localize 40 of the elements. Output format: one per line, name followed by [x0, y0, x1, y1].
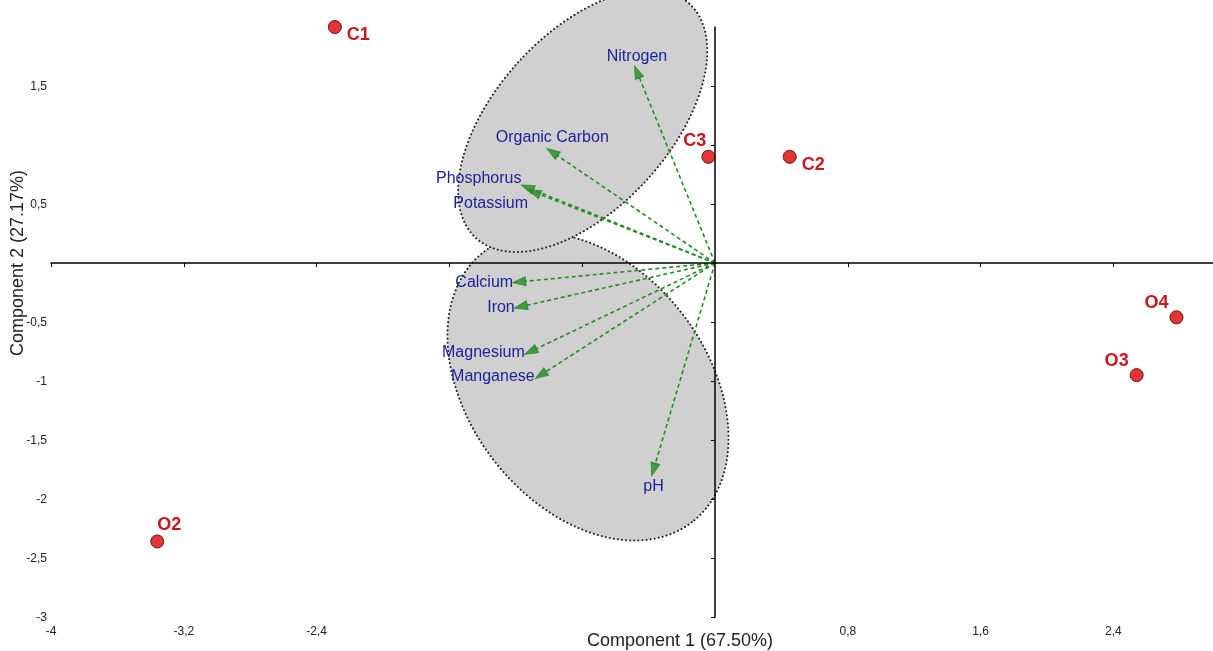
y-tick-label: 0,5 [30, 197, 48, 211]
y-tick-label: -2,5 [26, 551, 48, 565]
x-tick-label: 0,8 [839, 624, 857, 638]
x-tick-label: -2,4 [306, 624, 328, 638]
annotation: O3 [1104, 350, 1129, 371]
annotation: Organic Carbon [495, 127, 609, 145]
annotation: Iron [487, 298, 515, 316]
annotation: Phosphorus [436, 168, 522, 186]
annotation: O4 [1144, 292, 1169, 313]
x-tick-label: 2,4 [1105, 624, 1123, 638]
y-axis-title: Component 2 (27.17%) [7, 169, 27, 357]
point [782, 149, 797, 164]
point [1169, 310, 1184, 325]
y-tick-label: -1 [36, 374, 48, 388]
annotation: Calcium [455, 273, 514, 291]
annotation: Magnesium [442, 343, 525, 360]
point [546, 147, 561, 160]
annotation: Nitrogen [606, 47, 668, 65]
point [150, 534, 165, 549]
point [701, 149, 716, 164]
point [1129, 368, 1144, 383]
point [512, 276, 527, 287]
y-tick-label: 1,5 [30, 79, 48, 93]
x-tick-label: 1,6 [972, 624, 990, 638]
y-tick-label: -2 [36, 492, 48, 506]
annotation: O2 [157, 514, 182, 535]
point [534, 367, 550, 380]
annotation: Manganese [451, 366, 535, 384]
annotation: C3 [683, 129, 707, 150]
x-axis-title: Component 1 (67.50%) [586, 630, 774, 650]
annotation: C2 [801, 153, 825, 174]
annotation: Potassium [453, 193, 529, 211]
x-tick-label: -4 [45, 624, 57, 638]
y-tick-label: -1,5 [26, 433, 48, 447]
annotation: pH [643, 477, 664, 494]
annotation: C1 [346, 24, 370, 44]
point [327, 20, 342, 34]
y-tick-label: -3 [36, 610, 48, 624]
y-tick-label: -0,5 [26, 315, 48, 329]
x-tick-label: -3,2 [173, 624, 195, 638]
